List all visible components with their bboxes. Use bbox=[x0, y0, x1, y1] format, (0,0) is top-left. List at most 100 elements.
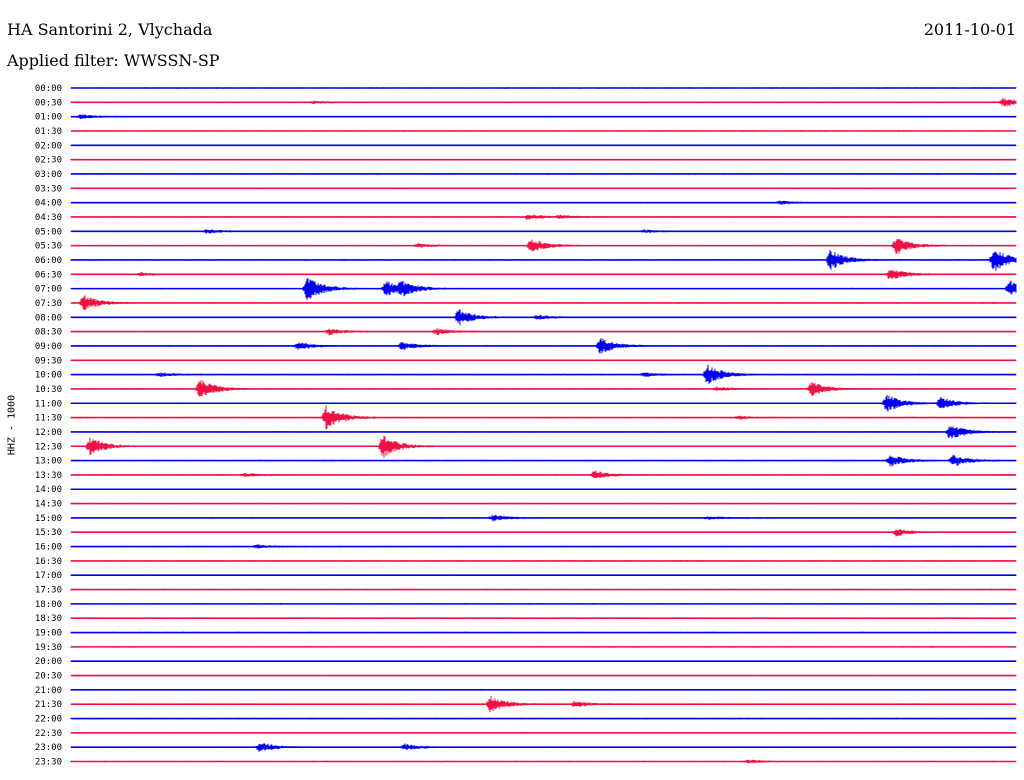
trace-line bbox=[70, 87, 1017, 89]
trace-line bbox=[70, 696, 1017, 713]
trace-time-label: 12:30 bbox=[35, 442, 62, 452]
trace-time-label: 22:00 bbox=[35, 715, 62, 725]
trace-time-label: 03:00 bbox=[35, 170, 62, 180]
trace-time-label: 02:00 bbox=[35, 141, 62, 151]
trace-time-label: 09:30 bbox=[35, 356, 62, 366]
trace-time-label: 04:30 bbox=[35, 213, 62, 223]
trace-line bbox=[70, 395, 1017, 412]
trace-line bbox=[70, 277, 1017, 300]
trace-time-label: 05:30 bbox=[35, 242, 62, 252]
trace-line bbox=[70, 309, 1017, 326]
trace-time-label: 10:30 bbox=[35, 385, 62, 395]
trace-time-label: 00:00 bbox=[35, 84, 62, 94]
trace-line bbox=[70, 529, 1017, 537]
trace-line bbox=[70, 187, 1017, 190]
trace-line bbox=[70, 488, 1017, 490]
trace-line bbox=[70, 689, 1017, 691]
trace-line bbox=[70, 380, 1017, 397]
trace-line bbox=[70, 743, 1017, 752]
trace-time-label: 07:30 bbox=[35, 299, 62, 309]
trace-line bbox=[70, 405, 1017, 430]
trace-time-label: 19:30 bbox=[35, 643, 62, 653]
trace-time-label: 08:30 bbox=[35, 328, 62, 338]
trace-line bbox=[70, 269, 1017, 280]
trace-time-label: 07:00 bbox=[35, 285, 62, 295]
trace-time-label: 01:00 bbox=[35, 113, 62, 123]
trace-time-label: 11:00 bbox=[35, 399, 62, 409]
trace-time-label: 12:00 bbox=[35, 428, 62, 438]
trace-time-label: 02:30 bbox=[35, 156, 62, 166]
trace-time-label: 04:00 bbox=[35, 199, 62, 209]
trace-time-label: 03:30 bbox=[35, 184, 62, 194]
trace-line bbox=[70, 470, 1017, 479]
trace-time-label: 13:00 bbox=[35, 457, 62, 467]
trace-time-label: 06:00 bbox=[35, 256, 62, 266]
date-label: 2011-10-01 bbox=[923, 20, 1016, 39]
trace-line bbox=[70, 426, 1017, 439]
trace-line bbox=[70, 229, 1017, 234]
trace-line bbox=[70, 359, 1017, 361]
trace-time-label: 23:30 bbox=[35, 758, 62, 768]
filter-label: Applied filter: WWSSN-SP bbox=[7, 51, 220, 70]
trace-time-label: 15:30 bbox=[35, 528, 62, 538]
trace-line bbox=[70, 544, 1017, 549]
trace-line bbox=[70, 238, 1017, 255]
trace-line bbox=[70, 338, 1017, 354]
trace-time-label: 21:00 bbox=[35, 686, 62, 696]
trace-time-label: 08:00 bbox=[35, 313, 62, 323]
trace-line bbox=[70, 455, 1017, 467]
trace-line bbox=[70, 660, 1017, 662]
trace-line bbox=[70, 588, 1017, 591]
trace-time-label: 19:00 bbox=[35, 629, 62, 639]
trace-time-labels: 00:00 00:30 01:00 01:30 02:00 02:30 03:00 03:30… bbox=[35, 84, 62, 768]
trace-line bbox=[70, 435, 1017, 458]
trace-line bbox=[70, 98, 1017, 107]
trace-time-label: 10:00 bbox=[35, 371, 62, 381]
trace-line bbox=[70, 144, 1017, 147]
trace-time-label: 16:30 bbox=[35, 557, 62, 567]
trace-time-label: 23:00 bbox=[35, 743, 62, 753]
trace-line bbox=[70, 200, 1017, 205]
trace-time-label: 22:30 bbox=[35, 729, 62, 739]
trace-time-label: 15:00 bbox=[35, 514, 62, 524]
trace-line bbox=[70, 214, 1017, 220]
trace-time-label: 20:00 bbox=[35, 657, 62, 667]
trace-line bbox=[70, 114, 1017, 120]
trace-time-label: 09:00 bbox=[35, 342, 62, 352]
station-title: HA Santorini 2, Vlychada bbox=[7, 20, 213, 39]
trace-time-label: 17:00 bbox=[35, 571, 62, 581]
trace-time-label: 18:00 bbox=[35, 600, 62, 610]
trace-line bbox=[70, 603, 1017, 605]
trace-line bbox=[70, 631, 1017, 634]
trace-line bbox=[70, 674, 1017, 677]
trace-time-label: 01:30 bbox=[35, 127, 62, 137]
trace-line bbox=[70, 574, 1017, 576]
trace-line bbox=[70, 646, 1017, 648]
trace-line bbox=[70, 364, 1017, 384]
trace-time-label: 14:00 bbox=[35, 485, 62, 495]
trace-line bbox=[70, 617, 1017, 619]
trace-time-label: 21:30 bbox=[35, 700, 62, 710]
trace-time-label: 17:30 bbox=[35, 586, 62, 596]
trace-line bbox=[70, 295, 1017, 310]
trace-time-label: 05:00 bbox=[35, 227, 62, 237]
trace-time-label: 00:30 bbox=[35, 98, 62, 108]
trace-time-label: 14:30 bbox=[35, 500, 62, 510]
trace-line bbox=[70, 514, 1017, 522]
trace-lines bbox=[70, 87, 1017, 764]
trace-line bbox=[70, 130, 1017, 132]
trace-time-label: 20:30 bbox=[35, 672, 62, 682]
trace-line bbox=[70, 560, 1017, 562]
trace-line bbox=[70, 328, 1017, 336]
trace-line bbox=[70, 717, 1017, 720]
trace-line bbox=[70, 502, 1017, 505]
trace-line bbox=[70, 759, 1017, 764]
trace-line bbox=[70, 158, 1017, 161]
trace-time-label: 13:30 bbox=[35, 471, 62, 481]
trace-time-label: 18:30 bbox=[35, 614, 62, 624]
trace-line bbox=[70, 249, 1017, 271]
trace-time-label: 06:30 bbox=[35, 270, 62, 280]
trace-time-label: 11:30 bbox=[35, 414, 62, 424]
trace-line bbox=[70, 732, 1017, 734]
